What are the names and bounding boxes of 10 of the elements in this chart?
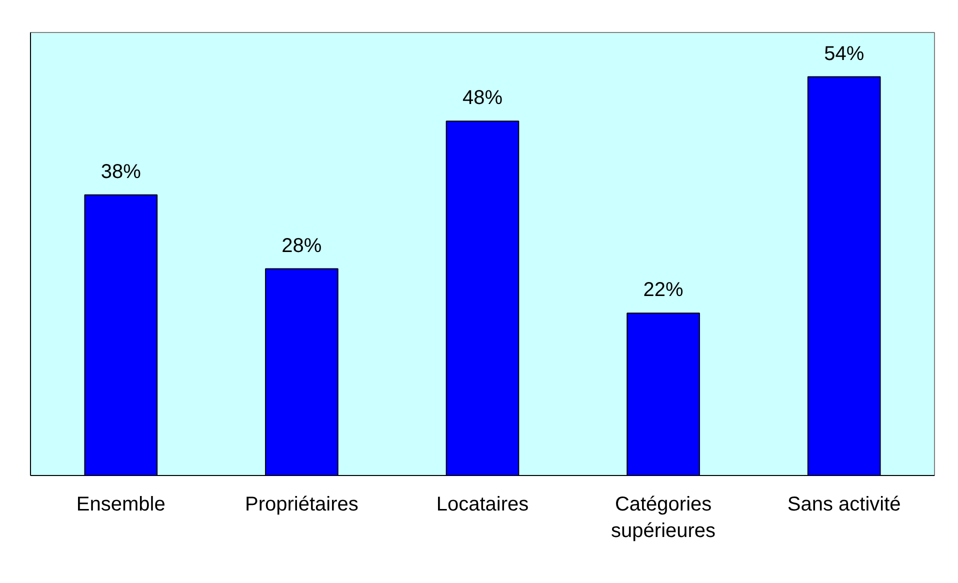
x-tick-label: Propriétaires [245,494,358,516]
x-tick-label: Sans activité [787,494,901,516]
x-tick-label: Ensemble [76,494,166,516]
data-label: 48% [462,87,503,110]
x-tick-label: Catégories supérieures [611,494,716,542]
data-label: 38% [100,160,142,183]
data-label: 28% [282,234,322,257]
data-label: 54% [824,42,864,65]
data-label: 22% [643,279,684,302]
x-tick-label: Locataires [436,494,529,516]
